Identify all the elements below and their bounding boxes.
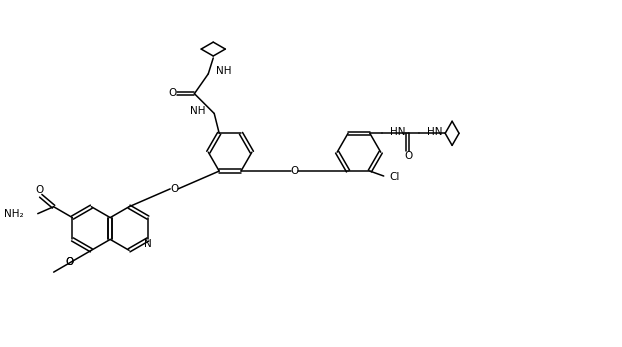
Text: NH₂: NH₂: [4, 209, 24, 219]
Text: Cl: Cl: [389, 172, 400, 182]
Text: O: O: [65, 257, 73, 267]
Text: O: O: [35, 185, 44, 195]
Text: O: O: [65, 257, 73, 267]
Text: HN: HN: [389, 127, 405, 137]
Text: N: N: [144, 239, 152, 249]
Text: O: O: [170, 184, 179, 194]
Text: O: O: [169, 88, 177, 98]
Text: O: O: [404, 151, 412, 161]
Text: HN: HN: [427, 127, 443, 137]
Text: NH: NH: [216, 66, 232, 76]
Text: NH: NH: [190, 105, 205, 116]
Text: O: O: [290, 166, 299, 176]
